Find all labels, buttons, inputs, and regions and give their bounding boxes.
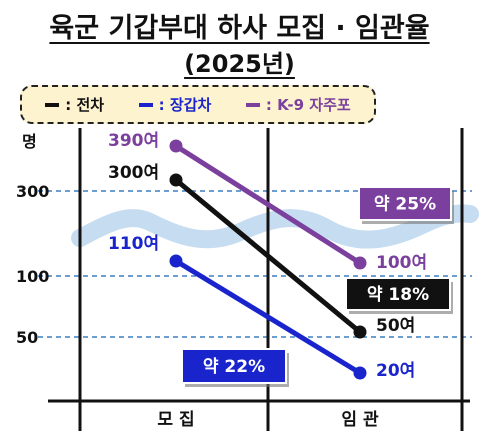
- rate-label-0: 약 18%: [367, 284, 429, 305]
- series-line-1: [173, 258, 363, 376]
- legend-item-tank: : 전차: [45, 94, 104, 115]
- x-tick-label-1: 임 관: [341, 409, 379, 430]
- rate-box-0: [345, 277, 451, 311]
- legend-label-tank: : 전차: [65, 96, 105, 114]
- data-label-1-1: 20여: [376, 361, 415, 381]
- rate-label-1: 약 22%: [203, 356, 265, 377]
- decorative-wave-band: [71, 204, 479, 249]
- chart-subtitle: (2025년): [184, 50, 295, 78]
- rate-box-1: [181, 348, 287, 384]
- data-point-2-1: [353, 256, 367, 270]
- data-label-0-0: 300여: [108, 163, 159, 183]
- series-line-0: [173, 177, 363, 335]
- data-point-0-1: [353, 325, 367, 339]
- rate-box-2: [358, 186, 452, 221]
- legend-swatch-k9: [245, 102, 260, 107]
- x-tick-label-0: 모 집: [157, 410, 194, 430]
- data-point-2-0: [169, 139, 183, 153]
- legend-label-apc: : 장갑차: [158, 96, 212, 114]
- data-label-2-0: 390여: [108, 131, 159, 151]
- legend-item-k9: : K-9 자주포: [245, 94, 351, 115]
- y-tick-label-300: 300: [16, 182, 49, 201]
- data-label-1-0: 110여: [108, 234, 159, 254]
- y-tick-label-50: 50: [16, 328, 38, 347]
- data-label-0-1: 50여: [376, 316, 415, 336]
- y-axis-label: 명: [22, 132, 37, 151]
- legend-swatch-apc: [138, 102, 153, 107]
- series-line-2: [173, 143, 363, 266]
- data-point-1-1: [353, 366, 367, 380]
- legend-label-k9: : K-9 자주포: [265, 96, 351, 114]
- chart-title: 육군 기갑부대 하사 모집 · 임관율: [49, 13, 430, 44]
- legend: : 전차 : 장갑차 : K-9 자주포: [20, 85, 376, 124]
- legend-swatch-tank: [45, 102, 60, 107]
- data-label-2-1: 100여: [376, 253, 427, 273]
- rate-label-2: 약 25%: [374, 194, 436, 215]
- data-point-1-0: [169, 254, 183, 268]
- y-tick-label-100: 100: [16, 267, 49, 286]
- legend-item-apc: : 장갑차: [138, 94, 212, 115]
- data-point-0-0: [169, 173, 183, 187]
